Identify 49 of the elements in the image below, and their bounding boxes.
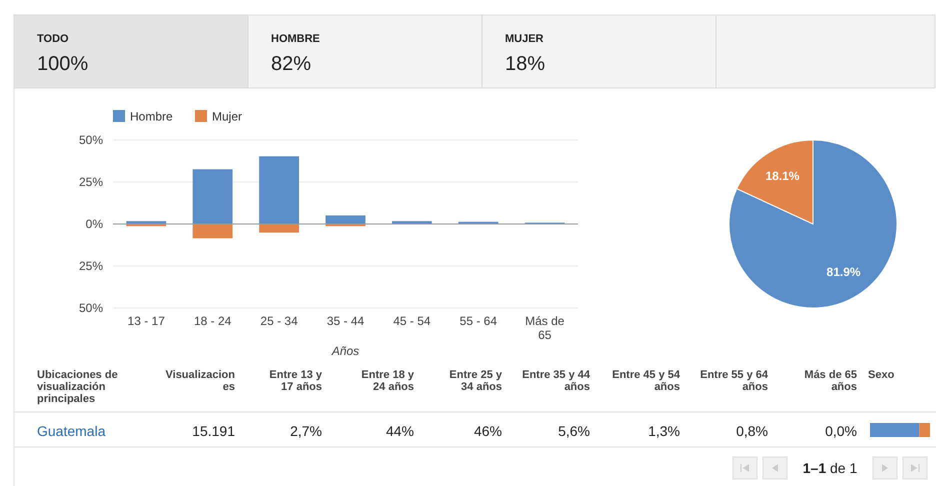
text: 82% [271, 53, 312, 75]
text: 0,0% [825, 423, 857, 439]
text: 18% [505, 53, 546, 75]
x-tick-label: 13 - 17 [128, 314, 166, 328]
x-tick-label: 55 - 64 [460, 314, 498, 328]
bar [192, 169, 233, 224]
y-tick-label: 25% [78, 175, 104, 189]
y-tick-label: 0% [86, 217, 104, 231]
category-label: Sexo [868, 369, 895, 381]
category-label: MUJER [505, 33, 544, 45]
text: 5,6% [558, 423, 590, 439]
bar [259, 224, 299, 233]
legend-label: Hombre [130, 110, 174, 124]
category-label: Visualizacion es [166, 369, 236, 393]
x-tick-label: 18 - 24 [194, 314, 232, 328]
data-label: 18.1% [765, 169, 800, 184]
category-label: Entre 45 y 54 años [612, 369, 681, 393]
category-label: Más de 65 años [804, 369, 857, 393]
text: 46% [474, 423, 502, 439]
bar [192, 224, 233, 238]
category-label: Entre 35 y 44 años [522, 369, 591, 393]
bar [326, 215, 366, 224]
y-tick-label: 50% [78, 301, 104, 315]
x-tick-label: 25 - 34 [260, 314, 298, 328]
bar [259, 156, 299, 224]
category-label: Entre 55 y 64 años [700, 369, 769, 393]
text: 100% [37, 53, 88, 75]
category-label: HOMBRE [271, 33, 320, 45]
category-label: TODO [37, 33, 70, 45]
legend-label: Mujer [212, 110, 242, 124]
x-tick-label: Más de 65 [525, 314, 565, 342]
text: 1,3% [648, 423, 680, 439]
text: 2,7% [290, 423, 322, 439]
text: 0,8% [736, 423, 768, 439]
category-label: Ubicaciones de visualización principales [37, 369, 118, 405]
text: 15.191 [192, 423, 235, 439]
text: Guatemala [37, 423, 106, 439]
x-axis-title: Años [330, 344, 360, 358]
text: 44% [386, 423, 414, 439]
text: 1–1 de 1 [802, 460, 858, 476]
x-tick-label: 35 - 44 [326, 314, 365, 328]
x-tick-label: 45 - 54 [393, 314, 431, 328]
pie-slice [728, 140, 898, 308]
category-label: Entre 18 y 24 años [361, 369, 415, 393]
y-tick-label: 25% [78, 259, 104, 273]
category-label: Entre 25 y 34 años [449, 369, 503, 393]
data-label: 81.9% [826, 264, 861, 279]
y-tick-label: 50% [78, 133, 104, 147]
category-label: Entre 13 y 17 años [269, 369, 323, 393]
